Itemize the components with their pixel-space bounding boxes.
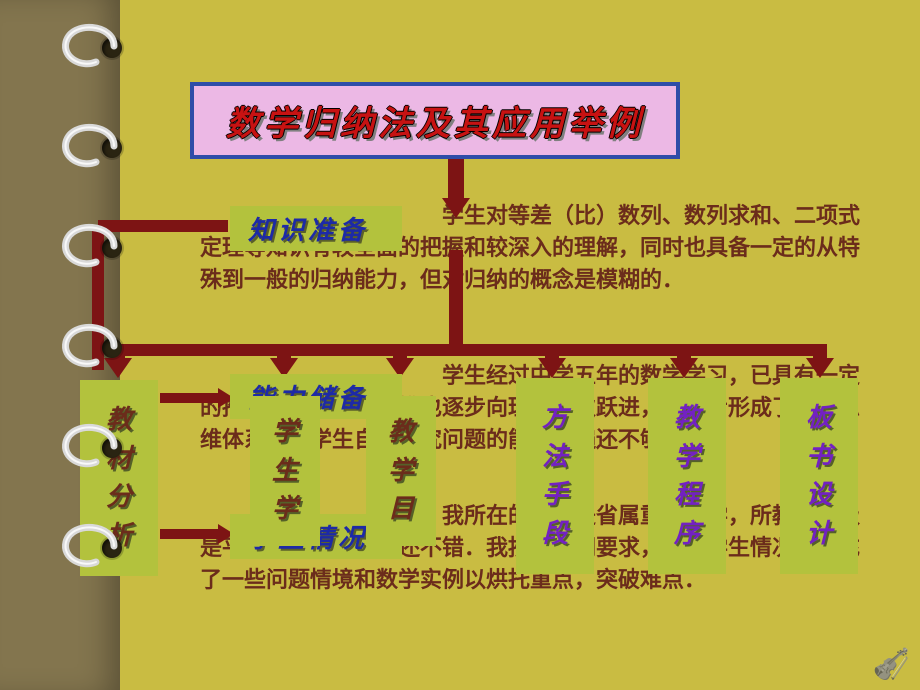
binder-ring [66, 222, 110, 274]
vbox-char: 分 [106, 481, 132, 514]
page-root: 学生对等差（比）数列、数列求和、二项式定理等知识有较全面的把握和较深入的理解，同… [0, 0, 920, 690]
vbox-char: 设 [806, 479, 832, 512]
vbox-char: 书 [806, 441, 832, 474]
vbox-char: 目 [388, 493, 414, 526]
corner-decor-icon: 🎻 [873, 647, 910, 682]
slide-stage: 学生对等差（比）数列、数列求和、二项式定理等知识有较全面的把握和较深入的理解，同… [120, 0, 920, 690]
title-box: 数学归纳法及其应用举例 [190, 82, 680, 159]
vbox-goal: 教学目 [366, 396, 436, 546]
vbox-char: 学 [272, 416, 298, 449]
vbox-char: 手 [542, 479, 568, 512]
vbox-char: 学 [674, 441, 700, 474]
vbox-board: 板书设计 [780, 378, 858, 574]
binder-ring [66, 522, 110, 574]
binder-ring [66, 322, 110, 374]
vbox-char: 方 [542, 402, 568, 435]
binder-ring [66, 22, 110, 74]
subbox-knowledge: 知识准备 [230, 206, 402, 251]
binder-ring [66, 422, 110, 474]
vbox-char: 序 [674, 518, 700, 551]
vbox-char: 学 [272, 493, 298, 526]
binder-ring [66, 122, 110, 174]
vbox-process: 教学程序 [648, 378, 726, 574]
vbox-student: 学生学 [250, 396, 320, 546]
vbox-char: 板 [806, 402, 832, 435]
vbox-char: 生 [272, 455, 298, 488]
vbox-method: 方法手段 [516, 378, 594, 574]
vbox-char: 计 [806, 518, 832, 551]
vbox-char: 段 [542, 518, 568, 551]
vbox-char: 程 [674, 479, 700, 512]
vbox-char: 法 [542, 441, 568, 474]
vbox-char: 教 [674, 402, 700, 435]
title-text: 数学归纳法及其应用举例 [226, 96, 644, 145]
vbox-char: 学 [388, 455, 414, 488]
vbox-char: 教 [388, 416, 414, 449]
